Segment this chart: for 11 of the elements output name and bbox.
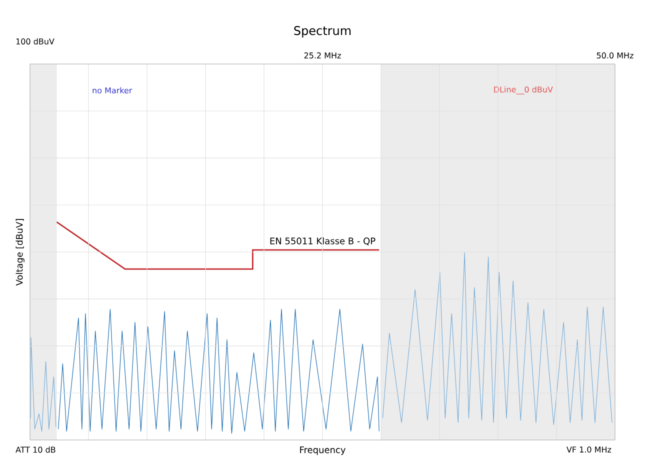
text: no Marker [92, 87, 132, 94]
chart-title: Spectrum [294, 26, 351, 38]
x-axis-title: Frequency [300, 446, 346, 455]
text: DLine__0 dBuV [494, 86, 553, 94]
series-label: EN 55011 Klasse B - QP [270, 237, 376, 246]
x-tick-label: 50.0 MHz [596, 52, 634, 58]
x-tick-label: 25.2 MHz [304, 52, 341, 58]
text: VF 1.0 MHz [566, 446, 612, 453]
y-axis-title: Voltage [dBuV] [16, 219, 24, 286]
text: 100 dBuV [16, 38, 54, 44]
text: ATT 10 dB [16, 446, 56, 453]
